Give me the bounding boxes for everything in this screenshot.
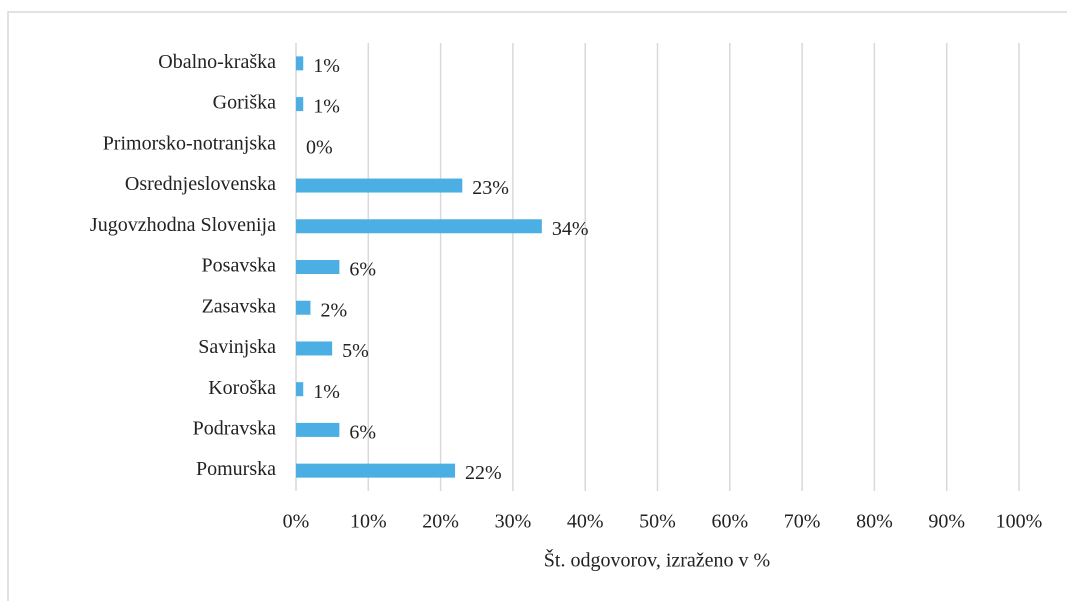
bar	[296, 463, 456, 478]
x-axis-title: Št. odgovorov, izraženo v %	[544, 548, 770, 572]
bar	[296, 422, 340, 437]
bar	[296, 382, 304, 397]
chart-border	[7, 11, 1067, 606]
bar	[296, 97, 304, 112]
bar	[296, 300, 311, 315]
data-label: 1%	[313, 96, 340, 118]
x-tick-label: 10%	[350, 511, 387, 533]
x-tick-label: 50%	[639, 511, 676, 533]
y-tick-label: Posavska	[202, 255, 277, 277]
y-tick-label: Podravska	[193, 418, 276, 440]
y-tick-label: Savinjska	[198, 336, 276, 358]
data-label: 1%	[313, 381, 340, 403]
x-tick-label: 40%	[567, 511, 604, 533]
x-tick-label: 30%	[495, 511, 532, 533]
bar	[296, 178, 463, 193]
bar	[296, 56, 304, 71]
y-tick-label: Primorsko-notranjska	[103, 132, 276, 154]
data-label: 1%	[313, 55, 340, 77]
y-tick-label: Pomurska	[196, 458, 276, 480]
bar	[296, 260, 340, 274]
x-tick-label: 60%	[711, 511, 748, 533]
x-tick-label: 80%	[856, 511, 893, 533]
data-label: 22%	[465, 462, 502, 484]
x-tick-label: 20%	[422, 511, 459, 533]
y-tick-label: Goriška	[213, 92, 276, 114]
data-label: 5%	[342, 340, 369, 362]
y-tick-label: Koroška	[208, 377, 276, 399]
x-tick-label: 90%	[928, 511, 965, 533]
x-tick-label: 70%	[784, 511, 821, 533]
data-label: 0%	[306, 136, 333, 158]
y-tick-label: Obalno-kraška	[158, 51, 276, 73]
y-tick-label: Osrednjeslovenska	[125, 173, 276, 195]
data-label: 34%	[552, 218, 589, 240]
bar	[296, 341, 333, 356]
data-label: 2%	[320, 299, 347, 321]
x-tick-label: 100%	[996, 511, 1043, 533]
y-tick-label: Zasavska	[202, 295, 277, 317]
x-tick-label: 0%	[283, 511, 310, 533]
data-label: 23%	[472, 177, 509, 199]
bar	[296, 219, 542, 234]
data-label: 6%	[349, 422, 376, 444]
y-tick-label: Jugovzhodna Slovenija	[90, 214, 276, 236]
data-label: 6%	[349, 259, 376, 281]
